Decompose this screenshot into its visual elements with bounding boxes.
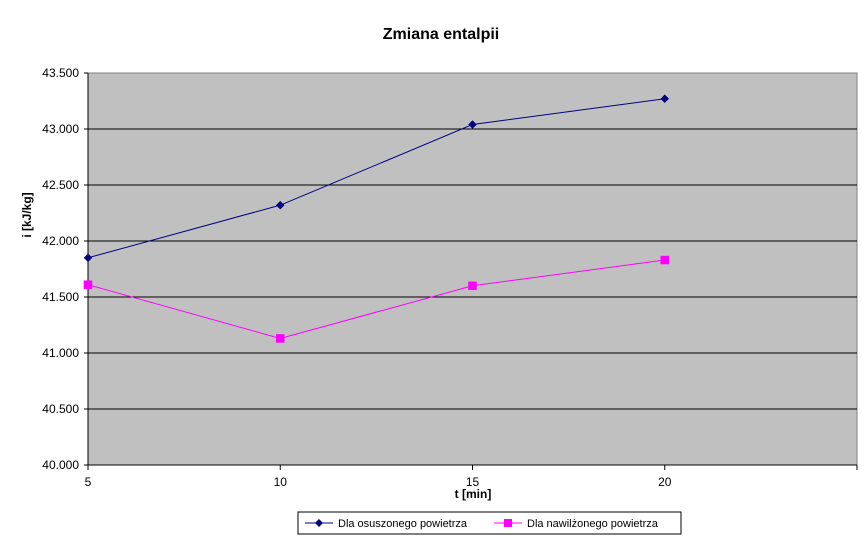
- series-line-2: [87, 259, 665, 339]
- y-tick-label: 42.500: [42, 178, 79, 192]
- x-axis-label: t [min]: [455, 487, 492, 501]
- y-tick-label: 41.000: [42, 346, 79, 360]
- data-point-diamond: [83, 253, 93, 263]
- x-tick-label: 5: [85, 475, 92, 489]
- y-axis-label: i [kJ/kg]: [20, 192, 34, 237]
- chart-title: Zmiana entalpii: [383, 26, 499, 43]
- plot-area: [87, 72, 858, 466]
- y-axis-ticks: 40.000 40.500 41.000 41.500 42.000 42.500 43.0…: [42, 66, 88, 472]
- data-point-square: [468, 281, 477, 291]
- y-tick-label: 40.000: [42, 458, 79, 472]
- series-layer: [83, 94, 670, 343]
- legend-marker-series-1: [315, 519, 323, 527]
- gridlines: [88, 128, 857, 410]
- legend-marker-series-2: [504, 519, 512, 527]
- x-axis-ticks: 5 10 15 20: [85, 465, 858, 489]
- legend: Dla osuszonego powietrza Dla nawilżonego…: [297, 511, 682, 535]
- data-point-diamond: [275, 200, 285, 210]
- legend-box: [297, 511, 682, 535]
- y-tick-label: 42.000: [42, 234, 79, 248]
- x-tick-label: 10: [274, 475, 288, 489]
- x-tick-label: 15: [466, 475, 480, 489]
- data-point-square: [660, 255, 669, 265]
- y-tick-label: 43.000: [42, 122, 79, 136]
- y-tick-label: 43.500: [42, 66, 79, 80]
- series-line-1: [87, 98, 665, 259]
- legend-label-series-1: Dla osuszonego powietrza: [338, 518, 468, 530]
- y-tick-label: 40.500: [42, 402, 79, 416]
- y-tick-label: 41.500: [42, 290, 79, 304]
- data-point-diamond: [468, 120, 477, 129]
- data-point-square: [83, 280, 93, 289]
- x-tick-label: 20: [658, 475, 672, 489]
- legend-label-series-2: Dla nawilżonego powietrza: [527, 518, 659, 530]
- data-point-square: [276, 334, 285, 343]
- data-point-diamond: [660, 94, 670, 104]
